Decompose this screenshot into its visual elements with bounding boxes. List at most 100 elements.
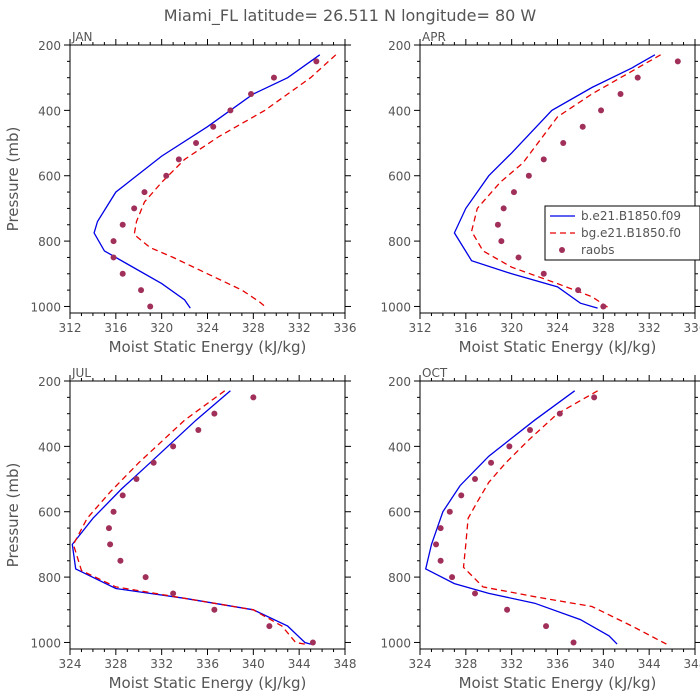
raobs-point (500, 205, 507, 212)
raobs-point (510, 189, 517, 196)
plot-frame (69, 44, 346, 314)
raobs-point (110, 254, 117, 261)
x-tick-label: 344 (638, 657, 661, 671)
x-axis-label: Moist Static Energy (kJ/kg) (459, 674, 657, 692)
raobs-point (579, 123, 586, 130)
model-line-b (71, 390, 311, 645)
y-axis-label: Pressure (mb) (4, 127, 22, 232)
y-tick-label: 400 (38, 440, 61, 454)
raobs-point (556, 410, 563, 417)
raobs-point (309, 639, 316, 646)
model-line-bg (462, 390, 667, 645)
raobs-point (437, 557, 444, 564)
model-line-bg (133, 54, 337, 309)
panels-group: JAN 312 316 320 324 328 332 336 200 400 600 800 1000… (4, 30, 700, 692)
raobs-point (227, 107, 234, 114)
plot-frame (419, 44, 696, 314)
x-tick-label: 328 (104, 657, 127, 671)
raobs-point (110, 508, 117, 515)
y-tick-label: 400 (38, 104, 61, 118)
legend-label: b.e21.B1850.f09 (581, 209, 681, 223)
model-line-b (424, 390, 618, 645)
legend: b.e21.B1850.f09 bg.e21.B1850.f0 raobs (544, 205, 700, 261)
x-tick-label: 336 (334, 321, 357, 335)
x-tick-label: 332 (288, 321, 311, 335)
panel-label: JUL (71, 366, 91, 380)
x-tick-label: 344 (288, 657, 311, 671)
raobs-point (117, 557, 124, 564)
raobs-point (591, 394, 598, 401)
y-tick-label: 400 (388, 440, 411, 454)
y-tick-label: 1000 (30, 636, 61, 650)
raobs-point (494, 221, 501, 228)
y-tick-label: 1000 (380, 636, 411, 650)
raobs-point (133, 476, 140, 483)
raobs-point (515, 254, 522, 261)
raobs-point (250, 394, 257, 401)
x-tick-label: 340 (242, 657, 265, 671)
x-tick-label: 324 (409, 657, 432, 671)
panel-apr: APR 312 316 320 324 328 332 336 200 400 600 800 1000… (380, 30, 700, 356)
raobs-point (617, 91, 624, 98)
panel-label: OCT (422, 366, 448, 380)
legend-label: raobs (581, 243, 615, 257)
y-tick-label: 400 (388, 104, 411, 118)
y-tick-label: 1000 (380, 300, 411, 314)
raobs-point (107, 541, 114, 548)
raobs-point (674, 58, 681, 65)
model-line-bg (470, 54, 661, 309)
raobs-point (211, 606, 218, 613)
raobs-point (446, 508, 453, 515)
y-tick-label: 600 (388, 506, 411, 520)
raobs-point (437, 525, 444, 532)
raobs-point (540, 156, 547, 163)
raobs-point (433, 541, 440, 548)
x-axis-label: Moist Static Energy (kJ/kg) (459, 338, 657, 356)
x-axis-label: Moist Static Energy (kJ/kg) (109, 674, 307, 692)
raobs-point (138, 287, 145, 294)
raobs-point (600, 303, 607, 310)
raobs-point (458, 492, 465, 499)
raobs-point (119, 492, 126, 499)
raobs-point (175, 156, 182, 163)
legend-marker (559, 247, 565, 253)
panel-oct: OCT 324 328 332 336 340 344 348 200 400 600 800 1000… (380, 366, 700, 692)
raobs-point (170, 443, 177, 450)
raobs-point (131, 205, 138, 212)
raobs-point (163, 172, 170, 179)
y-tick-label: 800 (388, 571, 411, 585)
raobs-point (270, 74, 277, 81)
series-group (424, 390, 667, 646)
y-tick-label: 600 (38, 506, 61, 520)
y-tick-label: 600 (38, 170, 61, 184)
x-tick-label: 332 (150, 657, 173, 671)
raobs-point (634, 74, 641, 81)
raobs-point (211, 410, 218, 417)
raobs-point (210, 123, 217, 130)
model-line-bg (72, 390, 306, 645)
series-group (453, 54, 681, 310)
raobs-point (313, 58, 320, 65)
x-tick-label: 332 (500, 657, 523, 671)
y-tick-label: 200 (388, 39, 411, 53)
x-axis-label: Moist Static Energy (kJ/kg) (109, 338, 307, 356)
raobs-point (527, 427, 533, 434)
y-tick-label: 1000 (30, 300, 61, 314)
raobs-point (472, 476, 478, 483)
series-group (93, 54, 337, 310)
x-tick-label: 348 (684, 657, 700, 671)
x-tick-label: 324 (59, 657, 82, 671)
raobs-point (266, 623, 273, 630)
raobs-point (170, 590, 177, 597)
raobs-point (488, 459, 495, 466)
x-tick-label: 324 (196, 321, 219, 335)
panel-label: JAN (71, 30, 93, 44)
model-line-b (453, 54, 656, 309)
x-tick-label: 316 (104, 321, 127, 335)
legend-label: bg.e21.B1850.f0 (581, 226, 681, 240)
raobs-point (105, 525, 112, 532)
raobs-point (504, 606, 511, 613)
x-tick-label: 328 (592, 321, 615, 335)
panel-label: APR (422, 30, 446, 44)
